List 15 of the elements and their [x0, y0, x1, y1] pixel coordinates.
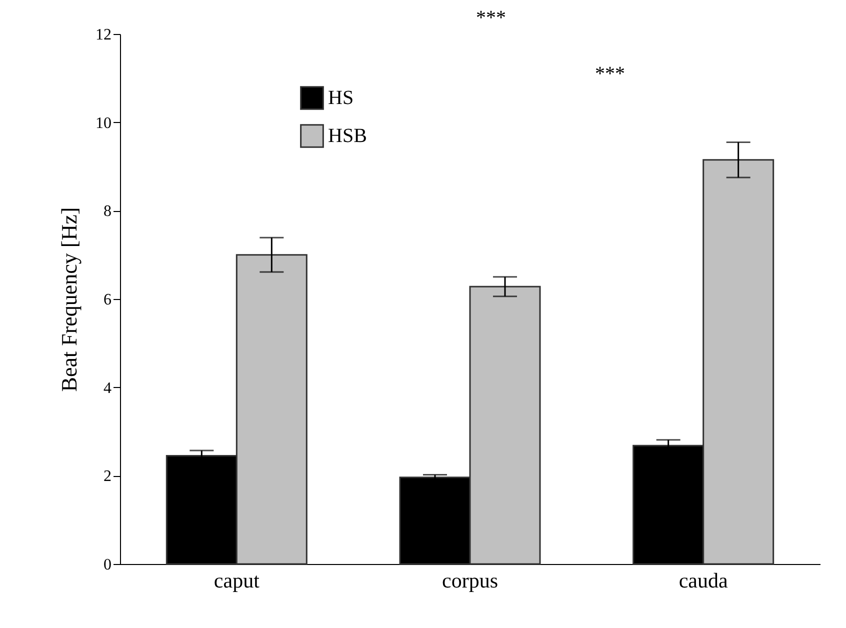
x-tick-label: corpus	[442, 568, 498, 592]
legend-label: HSB	[328, 125, 367, 147]
y-tick-label: 8	[104, 203, 112, 220]
y-tick-label: 0	[104, 556, 112, 574]
y-tick-label: 6	[104, 292, 112, 308]
annotation: ***	[595, 63, 625, 85]
x-tick-label: caput	[214, 568, 260, 592]
text: ***	[476, 7, 506, 29]
y-tick-label: 4	[104, 380, 112, 397]
y-tick-label: 2	[104, 468, 112, 486]
y-axis-title: Beat Frequency [Hz]	[56, 207, 82, 392]
legend-label: HS	[328, 87, 354, 109]
y-tick-label: 12	[96, 26, 112, 44]
y-tick-label: 10	[96, 114, 112, 132]
x-tick-label: cauda	[678, 568, 728, 592]
